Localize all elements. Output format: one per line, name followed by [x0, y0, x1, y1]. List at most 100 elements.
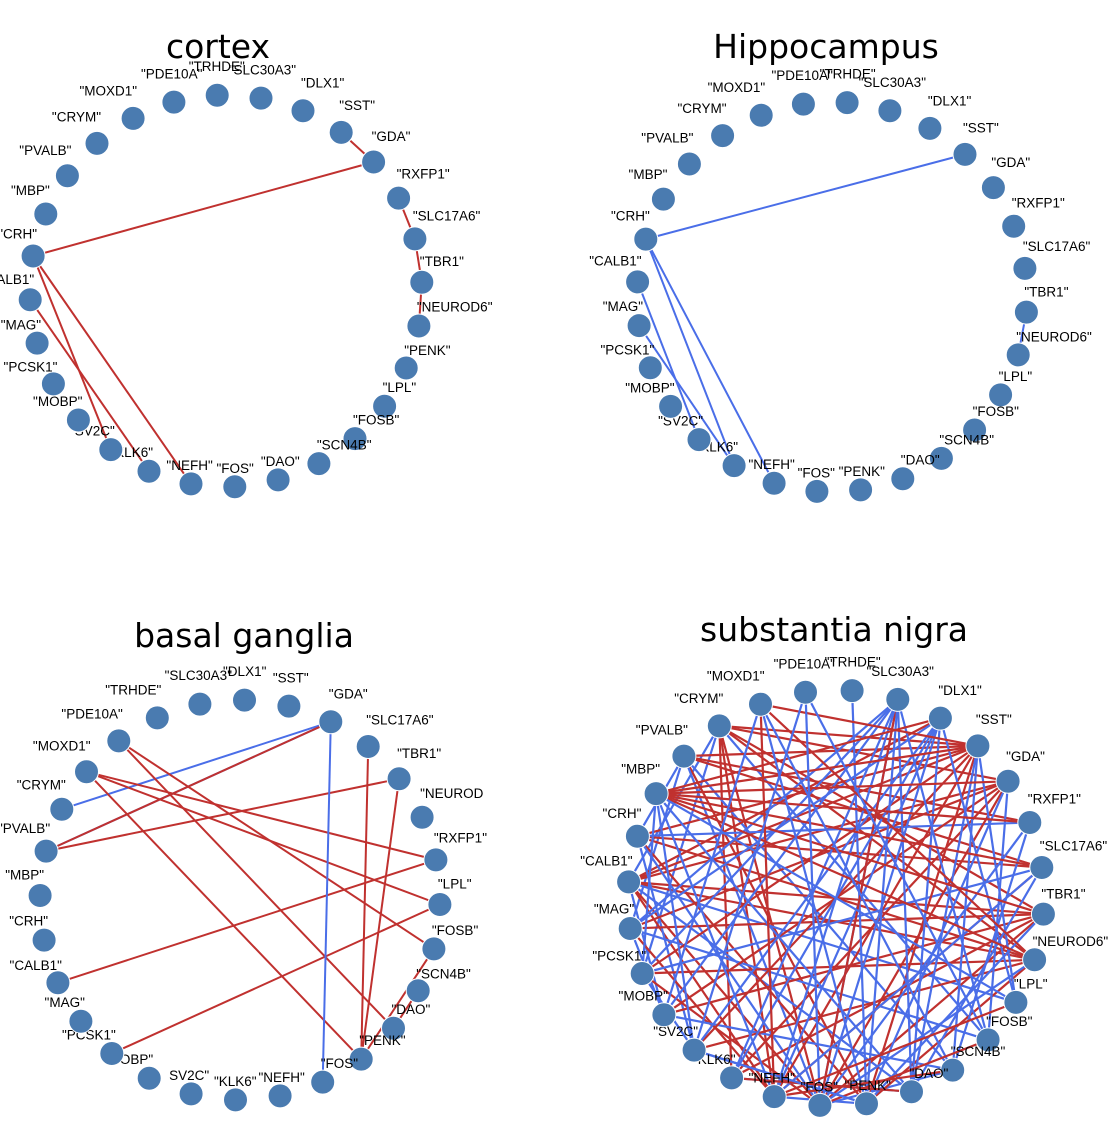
node-hippocampus-1 — [980, 175, 1006, 201]
node-label-basal-ganglia-13: SV2C" — [169, 1068, 209, 1083]
node-hippocampus-25 — [834, 90, 860, 116]
node-hippocampus-22 — [710, 123, 736, 149]
edge-substantia-nigra-99 — [759, 703, 1036, 961]
node-substantia-nigra-13 — [719, 1065, 745, 1091]
node-label-cortex-24: "PDE10A" — [141, 66, 203, 81]
edge-cortex-6 — [32, 255, 112, 450]
node-hippocampus-19 — [633, 226, 659, 252]
node-substantia-nigra-0 — [965, 733, 991, 759]
node-substantia-nigra-7 — [975, 1027, 1001, 1053]
edge-cortex-1 — [32, 161, 374, 257]
node-label-hippocampus-22: "CRYM" — [678, 101, 727, 116]
panel-title-basal-ganglia: basal ganglia — [134, 616, 354, 655]
node-label-substantia-nigra-27: "DLX1" — [938, 683, 982, 698]
node-basal-ganglia-24 — [144, 705, 170, 731]
node-substantia-nigra-10 — [854, 1091, 879, 1117]
node-basal-ganglia-6 — [421, 936, 447, 962]
node-cortex-23 — [120, 105, 146, 131]
node-basal-ganglia-0 — [318, 709, 344, 735]
edge-substantia-nigra-64 — [819, 913, 1045, 1107]
node-cortex-14 — [98, 437, 124, 463]
node-label-cortex-23: "MOXD1" — [80, 83, 138, 98]
node-label-cortex-3: "SLC17A6" — [413, 209, 481, 224]
node-label-basal-ganglia-24: "TRHDE" — [105, 683, 161, 698]
node-label-substantia-nigra-15: "MOBP" — [619, 989, 669, 1004]
node-hippocampus-24 — [790, 91, 816, 117]
edge-substantia-nigra-13 — [682, 755, 868, 1105]
node-substantia-nigra-25 — [839, 678, 865, 704]
node-label-substantia-nigra-24: "PDE10A" — [774, 656, 836, 671]
edge-basal-ganglia-3 — [45, 777, 400, 853]
node-label-hippocampus-21: "PVALB" — [641, 131, 693, 146]
node-cortex-4 — [409, 269, 435, 295]
edge-substantia-nigra-76 — [910, 718, 942, 1092]
edge-substantia-nigra-35 — [629, 780, 1009, 930]
edge-substantia-nigra-67 — [865, 745, 979, 1105]
node-cortex-21 — [54, 163, 80, 189]
edge-substantia-nigra-97 — [819, 958, 1036, 1107]
node-label-basal-ganglia-8: "DAO" — [392, 1002, 431, 1017]
node-label-cortex-6: "PENK" — [404, 343, 451, 358]
edges-basal-ganglia — [45, 720, 441, 1083]
node-cortex-12 — [178, 471, 204, 497]
edge-substantia-nigra-50 — [663, 1013, 953, 1072]
node-substantia-nigra-8 — [940, 1057, 966, 1083]
node-basal-ganglia-1 — [355, 734, 381, 759]
node-hippocampus-17 — [626, 313, 652, 339]
node-hippocampus-5 — [1005, 342, 1031, 368]
node-label-cortex-8: "FOSB" — [353, 413, 400, 428]
node-label-hippocampus-2: "RXFP1" — [1012, 195, 1065, 210]
node-hippocampus-10 — [848, 477, 874, 503]
edges-substantia-nigra — [627, 690, 1045, 1107]
node-label-basal-ganglia-2: "TBR1" — [397, 746, 441, 761]
panel-title-substantia-nigra: substantia nigra — [700, 610, 968, 649]
node-label-substantia-nigra-0: "SST" — [976, 712, 1012, 727]
node-label-basal-ganglia-27: "SST" — [273, 670, 309, 685]
node-label-cortex-7: "LPL" — [383, 380, 417, 395]
node-label-hippocampus-1: "GDA" — [991, 155, 1030, 170]
node-substantia-nigra-24 — [793, 679, 818, 705]
node-cortex-2 — [386, 185, 412, 211]
node-label-hippocampus-23: "MOXD1" — [708, 80, 766, 95]
node-basal-ganglia-17 — [45, 970, 71, 996]
node-label-substantia-nigra-26: "SLC30A3" — [867, 664, 935, 679]
edge-hippocampus-1 — [644, 238, 775, 484]
edge-basal-ganglia-10 — [118, 740, 395, 1029]
node-hippocampus-14 — [686, 427, 712, 453]
node-substantia-nigra-2 — [1017, 810, 1043, 835]
node-label-cortex-12: "NEFH" — [166, 458, 213, 473]
nodes-basal-ganglia: "GDA" "SLC17A6" "TBR1" "NEUROD "RXFP1" "LPL" "… — [0, 664, 487, 1113]
edge-basal-ganglia-8 — [86, 770, 441, 906]
edge-hippocampus-3 — [636, 281, 700, 440]
node-label-basal-ganglia-9: "PENK" — [359, 1033, 406, 1048]
node-label-cortex-21: "PVALB" — [19, 143, 71, 158]
edge-substantia-nigra-14 — [682, 755, 821, 1106]
node-basal-ganglia-19 — [27, 883, 53, 908]
node-basal-ganglia-23 — [106, 728, 132, 754]
node-cortex-18 — [17, 287, 43, 313]
node-label-basal-ganglia-4: "RXFP1" — [434, 830, 487, 845]
node-label-substantia-nigra-7: "FOSB" — [986, 1014, 1033, 1029]
node-label-basal-ganglia-17: "CALB1" — [10, 958, 63, 973]
node-cortex-6 — [393, 355, 419, 381]
node-basal-ganglia-16 — [68, 1008, 94, 1034]
node-label-substantia-nigra-23: "MOXD1" — [707, 669, 765, 684]
node-label-basal-ganglia-10: "FOS" — [321, 1056, 359, 1071]
node-basal-ganglia-21 — [49, 796, 75, 822]
node-label-hippocampus-26: "SLC30A3" — [859, 75, 927, 90]
node-hippocampus-4 — [1013, 299, 1039, 325]
node-substantia-nigra-4 — [1030, 901, 1056, 927]
node-substantia-nigra-1 — [995, 768, 1021, 794]
edge-substantia-nigra-113 — [819, 1038, 989, 1107]
node-label-hippocampus-18: "CALB1" — [589, 253, 642, 268]
edge-substantia-nigra-102 — [655, 793, 776, 1097]
node-label-hippocampus-16: "PCSK1" — [600, 343, 654, 358]
node-label-substantia-nigra-6: "LPL" — [1014, 976, 1048, 991]
node-label-hippocampus-9: "DAO" — [901, 453, 940, 468]
edge-basal-ganglia-14 — [360, 948, 435, 1060]
node-basal-ganglia-27 — [276, 693, 302, 719]
node-substantia-nigra-27 — [927, 705, 953, 731]
node-label-substantia-nigra-12: "NEFH" — [749, 1071, 796, 1086]
edge-substantia-nigra-107 — [759, 704, 776, 1097]
node-label-cortex-10: "DAO" — [261, 454, 300, 469]
